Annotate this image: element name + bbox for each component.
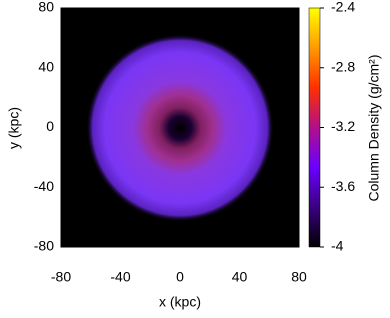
colorbar-tick-label: -3.2 bbox=[331, 118, 355, 134]
density-field bbox=[86, 34, 274, 222]
x-tick-label: 0 bbox=[176, 269, 184, 285]
x-tick-label: 40 bbox=[232, 269, 248, 285]
y-tick-label: -80 bbox=[34, 238, 54, 254]
x-tick-label: 80 bbox=[291, 269, 307, 285]
colorbar-tick-label: -2.4 bbox=[331, 0, 355, 15]
y-tick-label: -40 bbox=[34, 178, 54, 194]
y-tick-label: 80 bbox=[38, 0, 54, 15]
x-axis-label: x (kpc) bbox=[159, 294, 201, 310]
y-axis-label: y (kpc) bbox=[6, 107, 22, 149]
x-tick-label: -80 bbox=[51, 269, 71, 285]
colorbar-tick-label: -3.6 bbox=[331, 178, 355, 194]
colorbar-tick-label: -2.8 bbox=[331, 58, 355, 74]
colorbar bbox=[308, 7, 321, 248]
y-tick-label: 0 bbox=[46, 118, 54, 134]
y-tick-label: 40 bbox=[38, 58, 54, 74]
colorbar-tick-label: -4 bbox=[331, 238, 344, 254]
colorbar-label: Column Density (g/cm²) bbox=[366, 54, 382, 201]
plot-frame bbox=[60, 7, 300, 248]
x-tick-label: -40 bbox=[110, 269, 130, 285]
